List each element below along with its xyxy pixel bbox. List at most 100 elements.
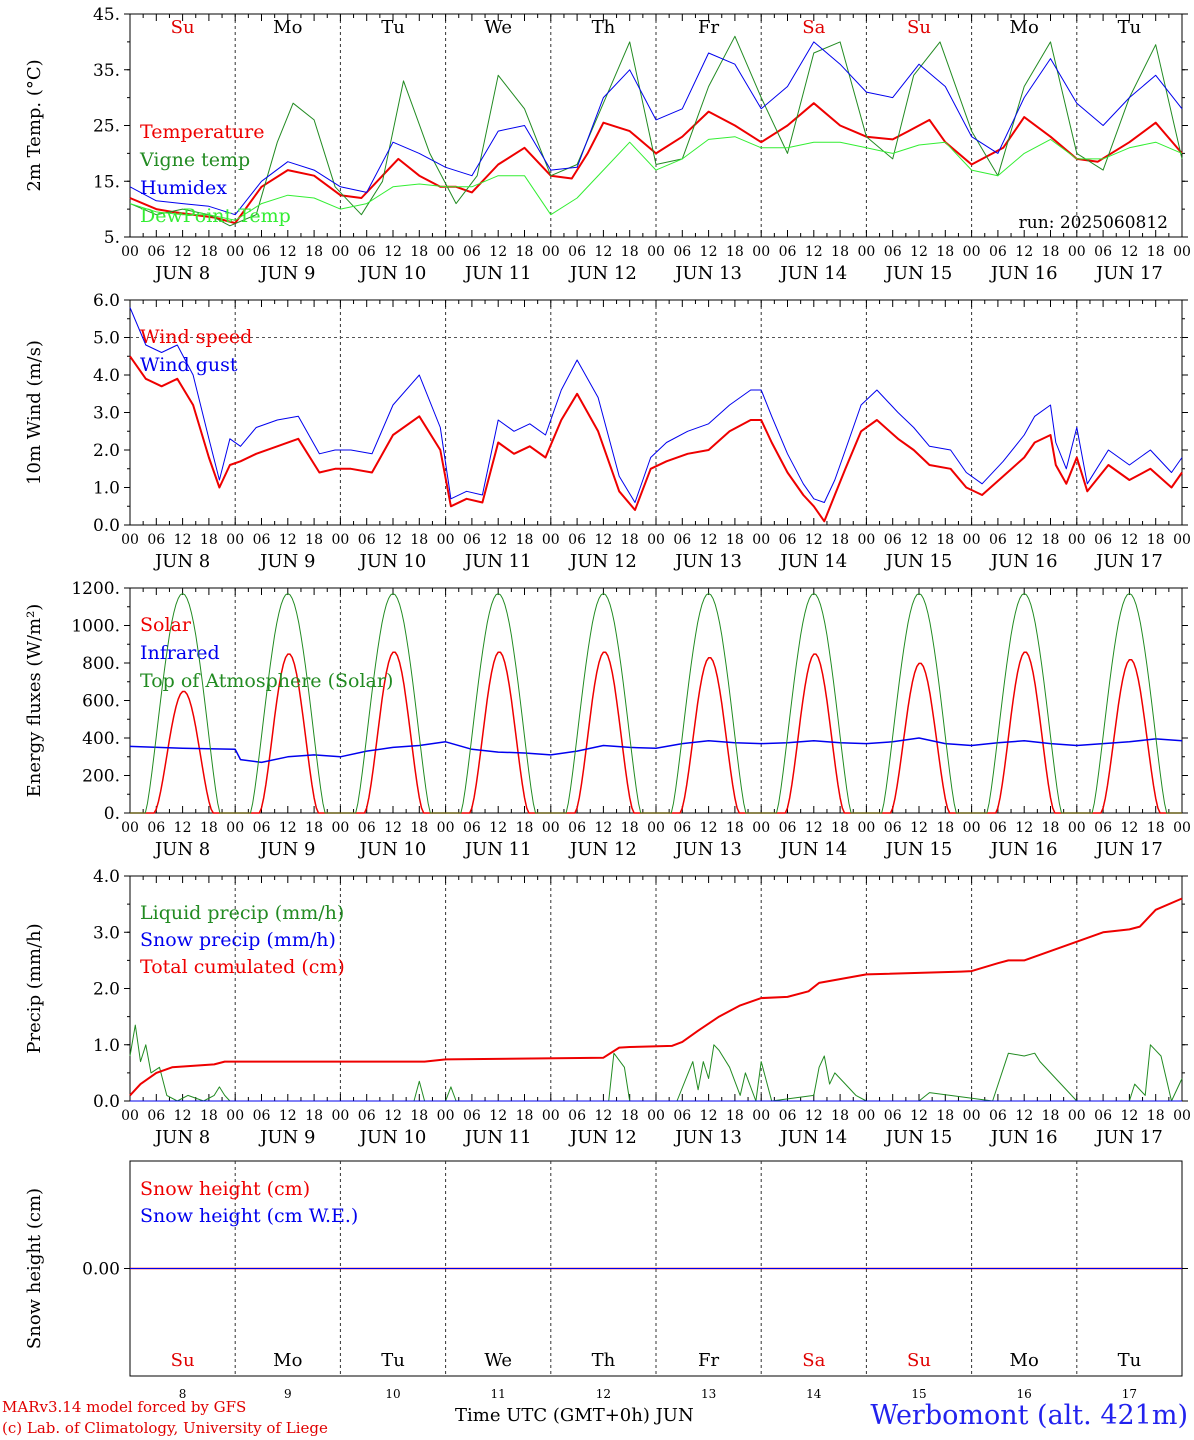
y-tick-label: 5. <box>104 228 120 248</box>
hour-tick-label: 06 <box>884 1108 902 1124</box>
y-tick-label: 4.0 <box>93 366 120 386</box>
hour-tick-label: 00 <box>121 244 139 260</box>
y-tick-label: 3.0 <box>93 404 120 424</box>
hour-tick-label: 06 <box>1094 532 1112 548</box>
y-tick-label: 0.0 <box>93 516 120 536</box>
hour-tick-label: 06 <box>989 244 1007 260</box>
weekday-label: Th <box>592 17 616 38</box>
hour-tick-label: 00 <box>1068 532 1086 548</box>
hour-tick-label: 12 <box>384 1108 402 1124</box>
hour-tick-label: 12 <box>489 532 507 548</box>
hour-tick-label: 06 <box>147 244 165 260</box>
y-tick-label: 1.0 <box>93 479 120 499</box>
hour-tick-label: 00 <box>331 820 349 836</box>
hour-tick-label: 06 <box>147 1108 165 1124</box>
hour-tick-label: 18 <box>200 820 218 836</box>
hour-tick-label: 12 <box>489 820 507 836</box>
y-tick-label: 35. <box>93 61 120 81</box>
hour-tick-label: 12 <box>700 244 718 260</box>
hour-tick-label: 00 <box>121 1108 139 1124</box>
hour-tick-label: 00 <box>963 244 981 260</box>
hour-tick-label: 00 <box>226 1108 244 1124</box>
y-tick-label: 400. <box>82 729 120 749</box>
legend-entry: Temperature <box>140 121 264 143</box>
legend-entry: Wind speed <box>140 326 252 348</box>
date-label: JUN 9 <box>258 1127 315 1148</box>
y-tick-label: 1.0 <box>93 1036 120 1056</box>
hour-tick-label: 18 <box>200 532 218 548</box>
hour-tick-label: 12 <box>384 532 402 548</box>
legend-entry: Snow height (cm) <box>140 1178 310 1200</box>
panel-frame-3 <box>129 587 1183 814</box>
hour-tick-label: 18 <box>516 820 534 836</box>
hour-tick-label: 12 <box>910 1108 928 1124</box>
hour-tick-label: 00 <box>752 820 770 836</box>
date-label: JUN 16 <box>989 839 1058 860</box>
hour-tick-label: 00 <box>752 244 770 260</box>
hour-tick-label: 12 <box>1015 1108 1033 1124</box>
legend-entry: Humidex <box>140 177 227 199</box>
day-number-label: 9 <box>284 1387 292 1401</box>
y-tick-label: 0.0 <box>93 1092 120 1112</box>
hour-tick-label: 12 <box>279 244 297 260</box>
weekday-label: Sa <box>802 1350 825 1371</box>
hour-tick-label: 06 <box>253 532 271 548</box>
hour-tick-label: 00 <box>1173 532 1191 548</box>
hour-tick-label: 06 <box>989 532 1007 548</box>
hour-tick-label: 00 <box>331 1108 349 1124</box>
hour-tick-label: 18 <box>936 244 954 260</box>
hour-tick-label: 06 <box>568 532 586 548</box>
hour-tick-label: 06 <box>463 1108 481 1124</box>
hour-tick-label: 12 <box>700 532 718 548</box>
hour-tick-label: 18 <box>305 532 323 548</box>
series-line-wind-gust <box>129 307 1183 503</box>
hour-tick-label: 06 <box>253 1108 271 1124</box>
weekday-label: Mo <box>1010 1350 1039 1371</box>
hour-tick-label: 06 <box>779 244 797 260</box>
run-label: run: 2025060812 <box>1019 213 1168 233</box>
y-axis-title: 2m Temp. (°C) <box>24 59 45 191</box>
weekday-label: Su <box>907 1350 931 1371</box>
hour-tick-label: 00 <box>331 532 349 548</box>
hour-tick-label: 12 <box>594 532 612 548</box>
date-label: JUN 8 <box>153 551 210 572</box>
hour-tick-label: 00 <box>121 532 139 548</box>
hour-tick-label: 18 <box>410 820 428 836</box>
hour-tick-label: 18 <box>200 1108 218 1124</box>
hour-tick-label: 12 <box>174 1108 192 1124</box>
hour-tick-label: 00 <box>647 244 665 260</box>
hour-tick-label: 18 <box>410 1108 428 1124</box>
hour-tick-label: 00 <box>647 532 665 548</box>
hour-tick-label: 06 <box>147 532 165 548</box>
date-label: JUN 8 <box>153 839 210 860</box>
series-line-dewpoint-temp <box>129 136 1183 221</box>
day-number-label: 10 <box>385 1387 400 1401</box>
hour-tick-label: 00 <box>857 820 875 836</box>
date-label: JUN 14 <box>778 551 847 572</box>
y-tick-label: 1000. <box>71 617 120 637</box>
hour-tick-label: 12 <box>489 244 507 260</box>
hour-tick-label: 06 <box>673 532 691 548</box>
hour-tick-label: 06 <box>884 244 902 260</box>
hour-tick-label: 18 <box>936 820 954 836</box>
hour-tick-label: 18 <box>1147 244 1165 260</box>
date-label: JUN 12 <box>568 551 637 572</box>
y-tick-label: 2.0 <box>93 980 120 1000</box>
weekday-label: Tu <box>381 17 405 38</box>
hour-tick-label: 00 <box>857 244 875 260</box>
series-line-temperature <box>129 102 1183 225</box>
date-label: JUN 14 <box>778 839 847 860</box>
hour-tick-label: 18 <box>305 244 323 260</box>
station-name: Werbomont (alt. 421m) <box>870 1400 1188 1431</box>
hour-tick-label: 18 <box>410 532 428 548</box>
legend-entry: Total cumulated (cm) <box>140 956 345 978</box>
date-label: JUN 17 <box>1094 1127 1163 1148</box>
y-tick-label: 800. <box>82 654 120 674</box>
date-label: JUN 10 <box>358 839 427 860</box>
series-line-top-of-atmosphere-solar- <box>130 593 1182 814</box>
hour-tick-label: 00 <box>963 1108 981 1124</box>
hour-tick-label: 18 <box>1147 532 1165 548</box>
hour-tick-label: 18 <box>831 1108 849 1124</box>
y-tick-label: 6.0 <box>93 291 120 311</box>
hour-tick-label: 00 <box>542 820 560 836</box>
